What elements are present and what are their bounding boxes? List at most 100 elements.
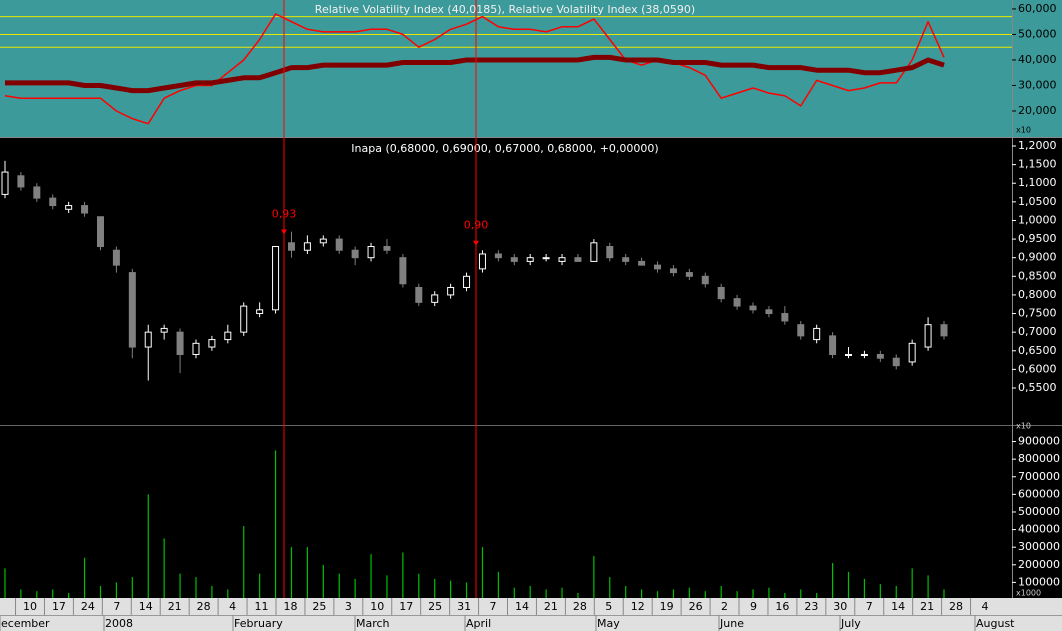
candle-body [383,246,391,251]
x-tick-label: 19 [660,600,674,613]
x-tick-label: 16 [775,600,789,613]
candle-body [669,268,677,274]
candle-body [431,294,439,303]
x-tick-label: 21 [920,600,934,613]
candle-body [510,257,518,262]
candle-body [335,238,343,251]
indicator-line [5,54,945,94]
indicator-panel [0,0,1062,137]
y-tick-label: 60,000 [1018,2,1057,15]
y-tick-label: 100000 [1018,575,1060,588]
candle-body [813,327,821,341]
x-tick-label: 14 [139,600,153,613]
candle-body [160,327,168,333]
chart-title: Inapa (0,68000, 0,69000, 0,67000, 0,6800… [351,142,658,155]
month-label: July [840,617,861,630]
x-tick-label: 12 [631,600,645,613]
candle-body [622,257,630,262]
scale-label: x10 [1016,422,1031,431]
x-tick-label: 10 [23,600,37,613]
y-tick-label: 0,9500 [1018,232,1057,245]
candle-body [924,324,932,348]
candle-body [112,249,120,266]
y-tick-label: 1,2000 [1018,139,1057,152]
month-label: April [466,617,491,630]
x-tick-label: 21 [544,600,558,613]
marker-label: 0,93 [272,208,297,221]
candle-body [208,339,216,348]
month-label: May [597,617,620,630]
candle-body [685,272,693,277]
candle-body [940,324,948,337]
month-label: June [719,617,744,630]
y-tick-label: 0,6000 [1018,362,1057,375]
y-tick-label: 50,000 [1018,27,1057,40]
x-tick-label: 7 [113,600,120,613]
candle-body [638,260,646,266]
candle-body [749,305,757,311]
month-label: ecember [1,617,50,630]
candle-body [399,257,407,285]
x-tick-label: 11 [255,600,269,613]
candle-body [240,305,248,333]
candle-body [176,331,184,355]
candle-body [733,298,741,307]
y-tick-label: 300000 [1018,540,1060,553]
x-tick-label: 28 [949,600,963,613]
candle-body [319,238,327,244]
y-tick-label: 0,6500 [1018,344,1057,357]
x-tick-label: 25 [428,600,442,613]
candle-body [478,253,486,270]
x-tick-label: 9 [750,600,757,613]
candle-body [542,257,550,260]
candle-body [860,353,868,356]
y-tick-label: 20,000 [1018,104,1057,117]
marker-arrow [473,240,479,246]
month-label: March [356,617,390,630]
candle-body [765,309,773,315]
y-tick-label: 900000 [1018,435,1060,448]
month-label: February [234,617,283,630]
candle-body [272,246,280,311]
candle-body [144,331,152,348]
y-tick-label: 0,8000 [1018,288,1057,301]
x-tick-label: 2 [721,600,728,613]
candle-body [224,331,232,341]
y-tick-label: 1,0000 [1018,213,1057,226]
candle-body [829,335,837,355]
y-tick-label: 600000 [1018,487,1060,500]
y-tick-label: 0,7500 [1018,307,1057,320]
x-tick-label: 30 [833,600,847,613]
x-tick-label: 28 [573,600,587,613]
x-tick-label: 17 [399,600,413,613]
candle-body [447,286,455,296]
candle-body [351,249,359,259]
indicator-line [4,13,945,125]
candle-body [781,313,789,322]
candle-body [845,353,853,356]
candle-body [128,272,136,348]
y-tick-label: 400000 [1018,523,1060,536]
x-tick-label: 5 [605,600,612,613]
y-tick-label: 0,9000 [1018,251,1057,264]
marker-arrow [281,229,287,235]
candle-body [303,242,311,251]
x-tick-label: 10 [370,600,384,613]
x-tick-label: 24 [81,600,95,613]
x-tick-label: 21 [168,600,182,613]
x-tick-label: 14 [891,600,905,613]
candle-body [908,342,916,363]
x-tick-label: 3 [345,600,352,613]
candle-body [287,242,295,251]
x-tick-label: 26 [689,600,703,613]
candle-body [876,353,884,359]
y-tick-label: 800000 [1018,452,1060,465]
indicator-title: Relative Volatility Index (40,0185), Rel… [315,3,695,16]
month-label: August [976,617,1015,630]
candle-body [892,357,900,367]
candle-body [17,175,25,188]
scale-label: x10 [1016,126,1031,135]
y-tick-label: 200000 [1018,558,1060,571]
x-tick-label: 18 [283,600,297,613]
